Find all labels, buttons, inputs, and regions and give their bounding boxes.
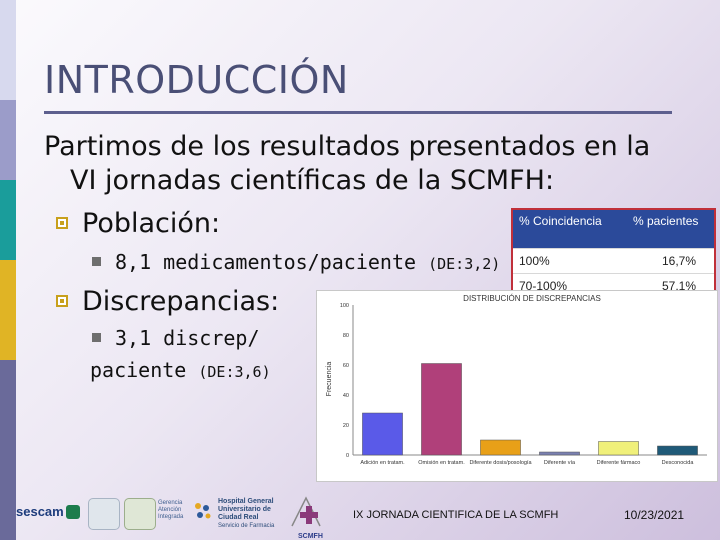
med-de: (DE:3,2)	[428, 255, 501, 273]
chart-bar	[421, 363, 462, 456]
sescam-logo-text: sescam	[16, 504, 64, 519]
coincidence-table: % Coincidencia % pacientes 100% 16,7% 70…	[511, 208, 716, 296]
scmfh-logo: SCMFH	[286, 494, 336, 540]
table-header-cell: % Coincidencia	[519, 214, 602, 228]
chart-x-tick-label: Adición en tratam.	[360, 460, 405, 466]
discrep-label: Discrepancias:	[82, 286, 280, 317]
arch-logo-icon	[124, 498, 156, 530]
small-bullet-icon	[92, 257, 101, 266]
chart-svg: DISTRIBUCIÓN DE DISCREPANCIAS Frecuencia…	[326, 294, 707, 466]
chart-xlabels: Adición en tratam. Omisión en tratam. Dife…	[360, 460, 694, 466]
chart-x-tick-label: Diferente fármaco	[597, 460, 641, 466]
title-underline	[44, 111, 672, 114]
discrepancias-item: Discrepancias:	[56, 286, 279, 317]
footer-date: 10/23/2021	[624, 508, 685, 522]
chart-x-tick-label: Diferente vía	[544, 460, 576, 466]
chart-bar	[480, 439, 521, 456]
chart-ylabel: Frecuencia	[326, 362, 333, 397]
footer-center-text: IX JORNADA CIENTIFICA DE LA SCMFH	[353, 509, 559, 521]
chart-x-tick-label: Omisión en tratam.	[418, 460, 465, 466]
slide-title: INTRODUCCIÓN	[44, 58, 349, 102]
table-row: 100% 16,7%	[513, 249, 714, 274]
table-header-row: % Coincidencia % pacientes	[513, 210, 714, 249]
hospital-dots-icon	[195, 503, 211, 519]
sescam-mark-icon	[65, 505, 80, 519]
intro-line-1: Partimos de los resultados presentados e…	[44, 131, 651, 162]
table-cell: 100%	[519, 254, 550, 268]
shield-logo-icon	[88, 498, 120, 530]
chart-bars	[362, 363, 698, 456]
intro-line-2: VI jornadas científicas de la SCMFH:	[70, 165, 555, 196]
chart-y-tick-label: 40	[343, 393, 349, 399]
chart-y-tick-label: 20	[343, 423, 349, 429]
gerencia-logo-text: Gerencia Atención Integrada	[158, 500, 184, 520]
square-bullet-icon	[56, 217, 68, 229]
chart-y-tick-label: 80	[343, 333, 349, 339]
left-bar-segment	[0, 260, 16, 360]
discrepancies-chart: DISTRIBUCIÓN DE DISCREPANCIAS Frecuencia…	[316, 290, 718, 482]
left-bar-segment	[0, 180, 16, 260]
poblacion-item: Población:	[56, 208, 220, 239]
discrep-sub-line1: 3,1 discrep/	[115, 326, 260, 350]
table-row: 70-100% 57,1%	[513, 274, 714, 294]
table-cell: 16,7%	[661, 254, 696, 268]
chart-yticks: 0 20 40 60 80 100	[340, 303, 349, 459]
discrep-sub-item: 3,1 discrep/ paciente (DE:3,6)	[90, 322, 271, 388]
left-bar-segment	[0, 100, 16, 180]
left-bar-segment	[0, 360, 16, 540]
chart-y-tick-label: 60	[343, 363, 349, 369]
chart-x-tick-label: Desconocida	[662, 460, 695, 466]
left-color-bar	[0, 0, 16, 540]
footer-logos: sescam Gerencia Atención Integrada Hospi…	[16, 492, 336, 540]
hospital-sub: Servicio de Farmacia	[218, 523, 275, 529]
chart-title: DISTRIBUCIÓN DE DISCREPANCIAS	[463, 294, 601, 303]
table-cell: 70-100%	[519, 279, 568, 293]
med-text: 8,1 medicamentos/paciente	[115, 250, 417, 274]
chart-bar	[657, 445, 698, 456]
chart-x-tick-label: Diferente dosis/posología	[469, 460, 532, 466]
sescam-logo: sescam	[16, 504, 80, 519]
chart-bar	[598, 441, 639, 456]
poblacion-label: Población:	[82, 208, 221, 239]
chart-bar	[362, 412, 403, 456]
medicamentos-item: 8,1 medicamentos/paciente (DE:3,2)	[92, 250, 500, 274]
discrep-de: (DE:3,6)	[198, 363, 271, 381]
intro-text: Partimos de los resultados presentados e…	[44, 130, 694, 198]
small-bullet-icon	[92, 333, 101, 342]
left-bar-segment	[0, 0, 16, 100]
chart-y-tick-label: 100	[340, 303, 349, 309]
square-bullet-icon	[56, 295, 68, 307]
scmfh-label: SCMFH	[298, 533, 323, 540]
table-cell: 57,1%	[661, 279, 696, 293]
scmfh-cross-icon	[291, 496, 321, 527]
discrep-sub-line2: paciente	[90, 358, 187, 382]
hospital-name: Hospital General Universitario de Ciudad…	[218, 498, 274, 521]
chart-bar	[539, 451, 580, 456]
chart-y-tick-label: 0	[346, 453, 349, 459]
table-header-cell: % pacientes	[633, 214, 699, 228]
